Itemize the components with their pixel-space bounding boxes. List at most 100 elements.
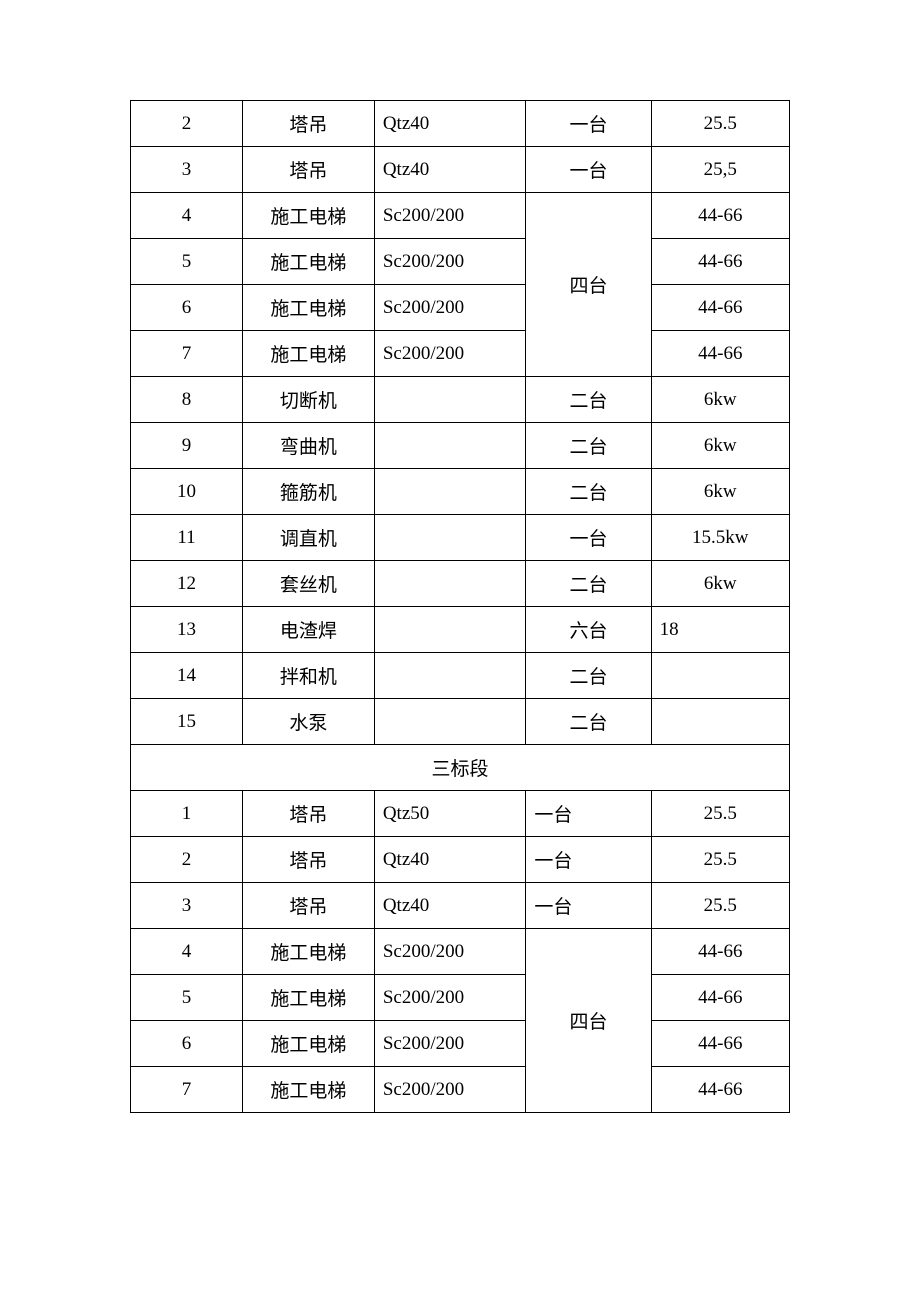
table-row: 1 塔吊 Qtz50 一台 25.5 [131, 791, 790, 837]
cell-name: 塔吊 [243, 837, 375, 883]
table-row: 14 拌和机 二台 [131, 653, 790, 699]
cell-model [374, 561, 526, 607]
cell-index: 14 [131, 653, 243, 699]
cell-qty: 一台 [526, 837, 651, 883]
table-row: 5 施工电梯 Sc200/200 44-66 [131, 239, 790, 285]
cell-power: 44-66 [651, 239, 789, 285]
cell-name: 箍筋机 [243, 469, 375, 515]
cell-model: Sc200/200 [374, 1067, 526, 1113]
cell-name: 塔吊 [243, 147, 375, 193]
table-row: 8 切断机 二台 6kw [131, 377, 790, 423]
cell-qty: 六台 [526, 607, 651, 653]
cell-name: 水泵 [243, 699, 375, 745]
cell-power: 25.5 [651, 883, 789, 929]
cell-model: Sc200/200 [374, 929, 526, 975]
cell-power: 6kw [651, 469, 789, 515]
section-header-cell: 三标段 [131, 745, 790, 791]
cell-name: 施工电梯 [243, 1067, 375, 1113]
cell-model: Qtz50 [374, 791, 526, 837]
cell-name: 施工电梯 [243, 1021, 375, 1067]
cell-model [374, 377, 526, 423]
cell-model [374, 699, 526, 745]
cell-index: 6 [131, 285, 243, 331]
cell-name: 拌和机 [243, 653, 375, 699]
cell-name: 施工电梯 [243, 975, 375, 1021]
cell-index: 4 [131, 929, 243, 975]
table-row: 3 塔吊 Qtz40 一台 25,5 [131, 147, 790, 193]
cell-model: Sc200/200 [374, 1021, 526, 1067]
cell-name: 弯曲机 [243, 423, 375, 469]
cell-power: 18 [651, 607, 789, 653]
cell-qty-merged: 四台 [526, 193, 651, 377]
cell-index: 1 [131, 791, 243, 837]
cell-name: 施工电梯 [243, 239, 375, 285]
cell-name: 施工电梯 [243, 331, 375, 377]
cell-index: 2 [131, 101, 243, 147]
cell-model: Sc200/200 [374, 239, 526, 285]
cell-index: 10 [131, 469, 243, 515]
cell-model: Qtz40 [374, 837, 526, 883]
cell-index: 3 [131, 147, 243, 193]
cell-model: Sc200/200 [374, 331, 526, 377]
cell-name: 塔吊 [243, 101, 375, 147]
table-row: 3 塔吊 Qtz40 一台 25.5 [131, 883, 790, 929]
cell-index: 15 [131, 699, 243, 745]
table-body-part1: 2 塔吊 Qtz40 一台 25.5 3 塔吊 Qtz40 一台 25,5 4 … [131, 101, 790, 1113]
cell-name: 塔吊 [243, 791, 375, 837]
cell-qty: 二台 [526, 699, 651, 745]
cell-model [374, 423, 526, 469]
cell-power: 25.5 [651, 101, 789, 147]
cell-power: 44-66 [651, 331, 789, 377]
cell-power: 44-66 [651, 1021, 789, 1067]
cell-index: 8 [131, 377, 243, 423]
cell-model: Sc200/200 [374, 975, 526, 1021]
table-row: 5 施工电梯 Sc200/200 44-66 [131, 975, 790, 1021]
cell-qty: 二台 [526, 653, 651, 699]
cell-power: 25.5 [651, 837, 789, 883]
cell-power: 44-66 [651, 1067, 789, 1113]
cell-qty: 一台 [526, 791, 651, 837]
section-header-row: 三标段 [131, 745, 790, 791]
cell-name: 施工电梯 [243, 929, 375, 975]
cell-model: Sc200/200 [374, 285, 526, 331]
cell-qty: 一台 [526, 147, 651, 193]
cell-name: 调直机 [243, 515, 375, 561]
cell-qty: 一台 [526, 883, 651, 929]
table-row: 6 施工电梯 Sc200/200 44-66 [131, 1021, 790, 1067]
cell-power: 44-66 [651, 929, 789, 975]
cell-name: 切断机 [243, 377, 375, 423]
table-row: 11 调直机 一台 15.5kw [131, 515, 790, 561]
table-row: 4 施工电梯 Sc200/200 四台 44-66 [131, 193, 790, 239]
cell-model [374, 515, 526, 561]
cell-qty: 一台 [526, 101, 651, 147]
table-row: 4 施工电梯 Sc200/200 四台 44-66 [131, 929, 790, 975]
cell-power: 25,5 [651, 147, 789, 193]
cell-power [651, 653, 789, 699]
cell-model: Sc200/200 [374, 193, 526, 239]
cell-index: 4 [131, 193, 243, 239]
cell-index: 9 [131, 423, 243, 469]
cell-power: 25.5 [651, 791, 789, 837]
cell-power: 6kw [651, 377, 789, 423]
cell-qty: 二台 [526, 561, 651, 607]
cell-index: 7 [131, 1067, 243, 1113]
cell-model [374, 653, 526, 699]
table-row: 2 塔吊 Qtz40 一台 25.5 [131, 101, 790, 147]
cell-index: 6 [131, 1021, 243, 1067]
cell-qty: 一台 [526, 515, 651, 561]
table-row: 6 施工电梯 Sc200/200 44-66 [131, 285, 790, 331]
cell-power [651, 699, 789, 745]
cell-index: 12 [131, 561, 243, 607]
cell-qty: 二台 [526, 469, 651, 515]
cell-index: 11 [131, 515, 243, 561]
cell-name: 施工电梯 [243, 285, 375, 331]
table-row: 10 箍筋机 二台 6kw [131, 469, 790, 515]
equipment-table: 2 塔吊 Qtz40 一台 25.5 3 塔吊 Qtz40 一台 25,5 4 … [130, 100, 790, 1113]
cell-model: Qtz40 [374, 101, 526, 147]
cell-model: Qtz40 [374, 883, 526, 929]
cell-index: 13 [131, 607, 243, 653]
cell-index: 2 [131, 837, 243, 883]
cell-index: 7 [131, 331, 243, 377]
cell-power: 6kw [651, 423, 789, 469]
cell-index: 5 [131, 239, 243, 285]
